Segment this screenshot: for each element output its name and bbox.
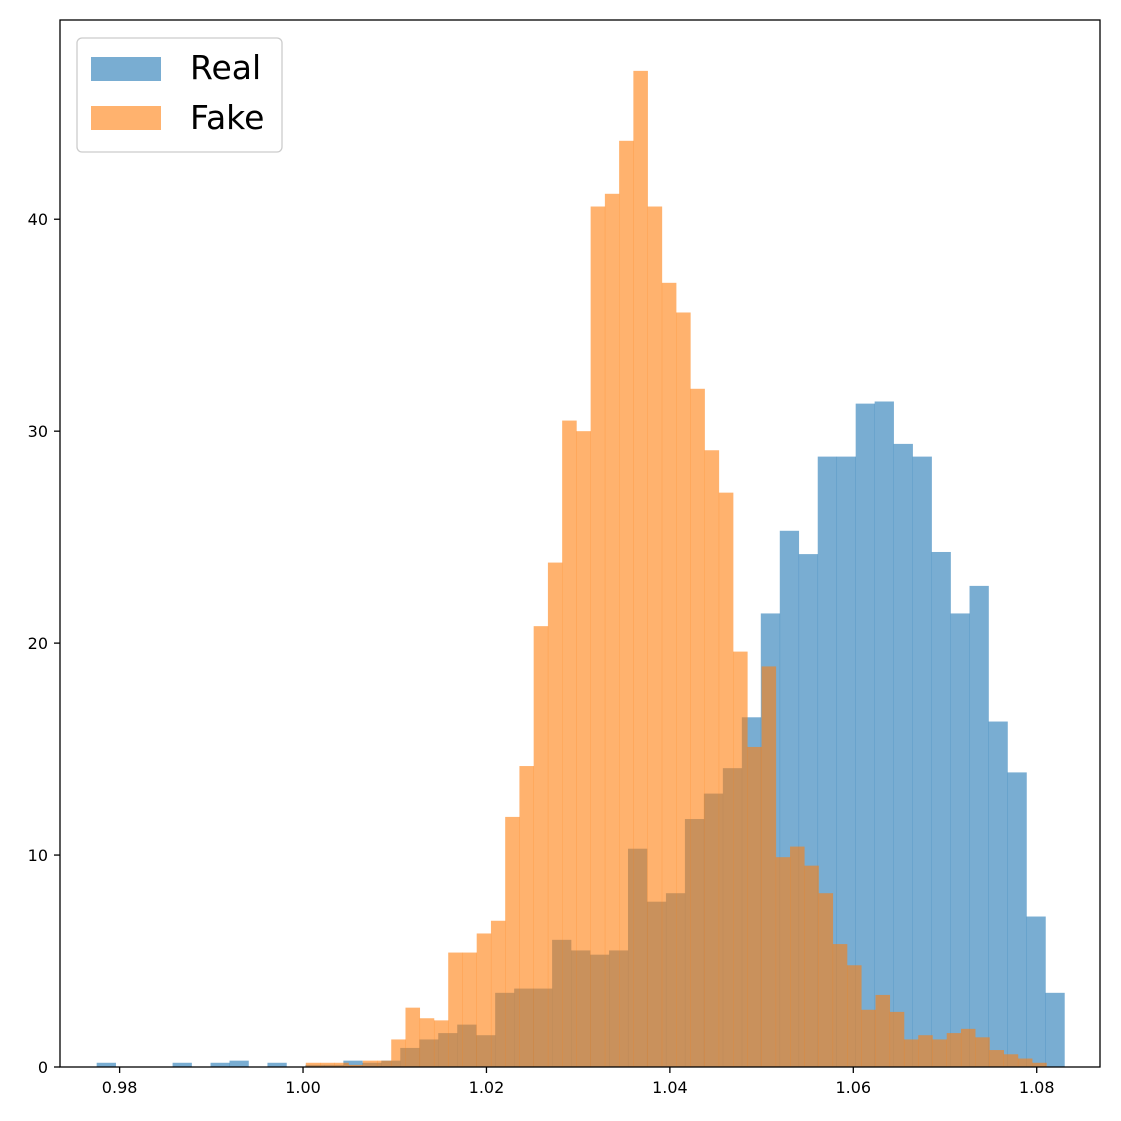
bar-fake-14	[505, 816, 520, 1067]
bar-fake-23	[633, 70, 648, 1067]
bar-real-40	[855, 403, 875, 1067]
bar-fake-1	[320, 1062, 335, 1067]
bar-fake-13	[490, 920, 506, 1067]
x-tick-label: 1.00	[285, 1078, 321, 1097]
y-axis: 0 10 20 30 40	[28, 210, 60, 1077]
bar-fake-41	[889, 1011, 905, 1067]
bar-fake-28	[704, 450, 720, 1067]
bar-fake-3	[348, 1064, 364, 1067]
bar-fake-17	[547, 562, 563, 1067]
y-tick-label: 40	[28, 210, 48, 229]
bar-fake-33	[775, 857, 791, 1067]
bar-real-42	[893, 443, 913, 1068]
bar-fake-15	[519, 766, 534, 1067]
x-tick-label: 1.06	[835, 1078, 871, 1097]
bar-fake-21	[604, 193, 620, 1067]
bar-real-50	[1045, 992, 1065, 1067]
x-axis: 0.98 1.00 1.02 1.04 1.06 1.08	[102, 1067, 1055, 1097]
bar-fake-20	[590, 206, 606, 1067]
x-tick-label: 1.08	[1019, 1078, 1055, 1097]
bar-fake-45	[946, 1033, 962, 1067]
series-fake-bars	[305, 70, 1047, 1068]
bar-real-46	[969, 585, 989, 1067]
bar-fake-19	[576, 431, 591, 1067]
bar-fake-11	[462, 952, 477, 1067]
bar-real-7	[229, 1060, 249, 1067]
y-tick-label: 0	[38, 1058, 48, 1077]
bar-real-13	[343, 1060, 363, 1067]
plot-frame	[59, 19, 1101, 1068]
bar-real-48	[1007, 772, 1027, 1067]
bar-fake-32	[761, 666, 777, 1067]
bar-fake-31	[747, 746, 762, 1067]
legend-swatch-fake	[91, 106, 161, 130]
bar-fake-26	[676, 312, 691, 1067]
bar-fake-38	[847, 965, 862, 1067]
bar-fake-7	[405, 1007, 421, 1067]
bar-fake-37	[832, 944, 848, 1067]
x-tick-label: 1.04	[652, 1078, 688, 1097]
bar-fake-47	[975, 1037, 990, 1067]
bar-real-39	[836, 456, 856, 1067]
legend-label-fake: Fake	[190, 98, 264, 137]
bar-fake-4	[362, 1060, 378, 1067]
bar-fake-5	[376, 1060, 392, 1067]
bar-fake-35	[804, 865, 819, 1067]
bar-fake-36	[818, 893, 834, 1067]
bar-fake-46	[960, 1028, 976, 1067]
legend: Real Fake	[76, 37, 283, 153]
bar-fake-16	[533, 626, 549, 1067]
bar-fake-48	[989, 1050, 1004, 1067]
bar-real-49	[1026, 916, 1046, 1067]
bar-fake-18	[562, 420, 577, 1067]
y-tick-label: 10	[28, 846, 48, 865]
bar-fake-39	[861, 1009, 876, 1067]
y-tick-label: 30	[28, 422, 48, 441]
x-tick-label: 1.02	[469, 1078, 505, 1097]
bar-fake-22	[619, 140, 634, 1068]
bar-real-4	[172, 1062, 192, 1067]
bar-fake-42	[903, 1039, 919, 1067]
bar-fake-34	[790, 846, 805, 1067]
bar-fake-27	[690, 388, 705, 1067]
bar-fake-6	[391, 1039, 406, 1067]
x-tick-label: 0.98	[102, 1078, 138, 1097]
bar-fake-44	[932, 1039, 948, 1067]
bar-fake-43	[918, 1035, 933, 1067]
bar-real-44	[931, 551, 951, 1067]
bar-real-47	[988, 721, 1008, 1067]
bar-fake-2	[334, 1062, 349, 1067]
bar-fake-50	[1017, 1058, 1033, 1067]
bar-real-41	[874, 401, 894, 1067]
y-tick-label: 20	[28, 634, 48, 653]
bar-fake-24	[647, 206, 663, 1067]
bar-fake-10	[448, 952, 463, 1067]
bar-fake-25	[661, 282, 677, 1068]
bar-fake-40	[875, 994, 891, 1067]
bar-fake-9	[433, 1020, 449, 1067]
legend-label-real: Real	[190, 48, 261, 87]
bar-fake-8	[419, 1018, 435, 1067]
bar-fake-49	[1003, 1054, 1019, 1067]
bar-fake-30	[733, 651, 748, 1067]
bar-fake-51	[1032, 1062, 1047, 1067]
bar-real-9	[267, 1062, 287, 1067]
bar-real-45	[950, 613, 970, 1067]
bar-fake-29	[718, 492, 734, 1067]
bar-real-43	[912, 456, 932, 1067]
bar-real-0	[96, 1062, 116, 1067]
bar-fake-12	[476, 933, 492, 1067]
bar-real-6	[210, 1062, 230, 1067]
legend-swatch-real	[91, 57, 161, 81]
bar-fake-0	[305, 1062, 321, 1067]
